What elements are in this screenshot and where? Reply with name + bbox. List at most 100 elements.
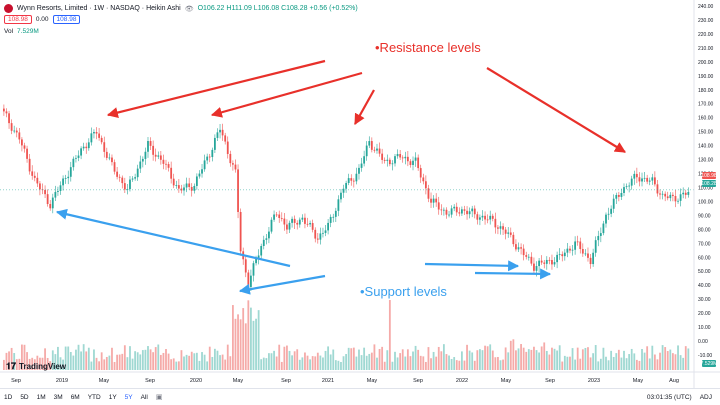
candle-body: [489, 215, 492, 220]
candle-body: [556, 254, 559, 263]
volume-bar: [656, 359, 659, 370]
candle-body: [381, 153, 384, 160]
volume-bar: [489, 344, 492, 370]
tradingview-logo[interactable]: 𝟏𝟕 TradingView: [6, 361, 66, 372]
candle-body: [674, 196, 677, 202]
volume-bar: [476, 350, 479, 370]
candle-body: [224, 135, 227, 142]
price-tick-label: 170.00: [698, 102, 714, 108]
candle-body: [522, 248, 525, 256]
range-button-1m[interactable]: 1M: [36, 393, 46, 401]
volume-bar: [322, 357, 324, 370]
candle-body: [569, 248, 571, 251]
symbol-legend[interactable]: Wynn Resorts, Limited · 1W · NASDAQ · He…: [4, 4, 358, 13]
eye-icon[interactable]: 👁: [184, 5, 194, 13]
candle-body: [291, 218, 293, 223]
price-tick-label: 160.00: [698, 116, 714, 122]
candle-body: [558, 254, 561, 256]
range-button-3m[interactable]: 3M: [53, 393, 63, 401]
candle-body: [278, 214, 281, 219]
volume-bar: [159, 354, 162, 370]
sell-button[interactable]: 108.98: [4, 15, 32, 24]
volume-bar: [69, 352, 72, 370]
volume-bar: [386, 350, 389, 370]
volume-bar: [579, 358, 582, 370]
candle-body: [448, 214, 450, 216]
candle-body: [36, 177, 39, 184]
candle-body: [399, 154, 402, 158]
candle-body: [671, 194, 674, 197]
range-button-ytd[interactable]: YTD: [87, 393, 101, 401]
candle-body: [473, 208, 476, 215]
volume-bar: [304, 352, 306, 370]
candle-body: [432, 198, 435, 203]
buy-button[interactable]: 108.98: [52, 15, 81, 24]
volume-bar: [239, 319, 242, 370]
candle-body: [165, 163, 167, 165]
volume-bar: [646, 346, 649, 370]
volume-bar: [345, 354, 348, 370]
price-chart[interactable]: 240.00 230.00 220.00 210.00 200.00 190.00 180.…: [0, 0, 720, 388]
volume-bar: [87, 347, 90, 370]
range-button-all[interactable]: All: [140, 393, 148, 401]
volume-bar: [170, 359, 173, 370]
price-tick-label: 40.00: [698, 283, 711, 289]
volume-bar: [270, 353, 273, 370]
volume-bar: [435, 356, 438, 370]
candle-body: [463, 209, 466, 211]
candle-body: [103, 142, 106, 152]
price-tick-label: 200.00: [698, 60, 714, 66]
volume-bar: [113, 361, 116, 370]
volume-bar: [587, 347, 589, 370]
candle-body: [365, 145, 368, 157]
volume-bar: [409, 356, 412, 370]
candle-body: [126, 189, 129, 190]
calendar-icon[interactable]: ▣: [155, 394, 163, 401]
candle-body: [319, 233, 322, 240]
candle-body: [134, 177, 137, 179]
candle-body: [388, 159, 391, 165]
clock-time[interactable]: 03:01:35 (UTC): [646, 393, 692, 401]
candle-body: [28, 158, 31, 172]
price-tick-label: 90.00: [698, 213, 711, 219]
candle-body: [180, 188, 183, 191]
candle-body: [363, 156, 366, 164]
candle-body: [152, 145, 155, 155]
range-button-1y[interactable]: 1Y: [108, 393, 117, 401]
volume-bar: [473, 360, 476, 370]
volume-bar: [615, 353, 618, 370]
volume-bar: [126, 357, 129, 370]
range-button-5d[interactable]: 5D: [20, 393, 29, 401]
candle-body: [46, 194, 49, 204]
volume-bar: [391, 361, 394, 370]
volume-bar: [31, 357, 34, 370]
volume-bar: [584, 347, 587, 370]
candle-body: [316, 238, 319, 240]
volume-bar: [273, 350, 275, 370]
candle-body: [5, 111, 8, 114]
symbol-name[interactable]: Wynn Resorts, Limited · 1W · NASDAQ · He…: [17, 5, 181, 12]
volume-bar: [64, 346, 67, 370]
volume-bar: [671, 353, 674, 370]
candle-body: [661, 193, 664, 195]
adj-toggle[interactable]: ADJ: [699, 393, 712, 401]
volume-bar: [134, 351, 137, 370]
candle-body: [605, 214, 607, 224]
time-tick-label: May: [367, 378, 378, 384]
candle-body: [252, 263, 255, 276]
candle-body: [141, 158, 144, 162]
candle-body: [311, 223, 314, 230]
candle-body: [484, 215, 486, 220]
volume-bar: [118, 354, 121, 370]
range-button-5y[interactable]: 5Y: [124, 393, 133, 401]
volume-legend[interactable]: Vol 7.529M: [4, 28, 39, 35]
range-button-6m[interactable]: 6M: [70, 393, 80, 401]
range-button-1d[interactable]: 1D: [4, 393, 13, 401]
price-tick-label: -10.00: [698, 353, 712, 359]
volume-label: Vol: [4, 28, 14, 35]
candle-body: [525, 255, 528, 257]
volume-bar: [90, 361, 93, 370]
candle-body: [298, 219, 301, 225]
volume-bar: [617, 349, 620, 370]
volume-bar: [419, 355, 422, 370]
